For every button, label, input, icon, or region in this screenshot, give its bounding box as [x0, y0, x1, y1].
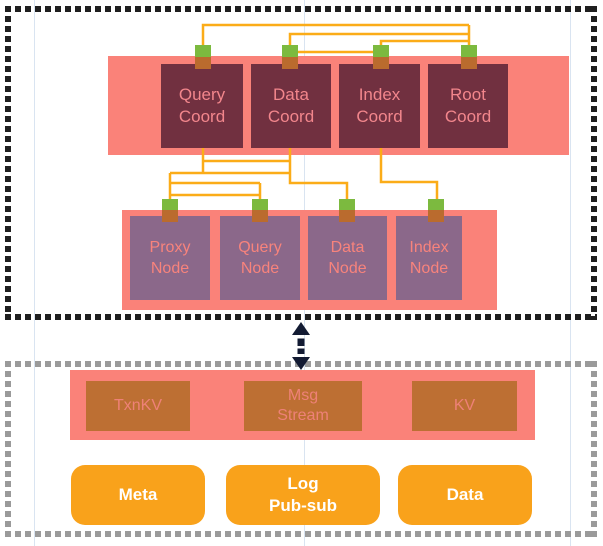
storage-service-label: KV	[453, 397, 476, 414]
coord-box-label: Query	[178, 85, 226, 104]
port-connector-index-coord	[373, 45, 389, 69]
port-connector-root-coord	[461, 45, 477, 69]
worker-box-label: Node	[150, 260, 190, 277]
storage-service-label: Msg	[287, 387, 319, 404]
coord-box-data: Data Coord	[251, 64, 331, 148]
backend-box-data: Data	[398, 465, 532, 525]
coord-box-query: Query Coord	[161, 64, 243, 148]
port-connector-query-coord	[195, 45, 211, 69]
backend-box-label: Pub-sub	[269, 496, 337, 515]
guide-line-left	[34, 0, 35, 546]
coord-box-label: Index	[358, 85, 401, 104]
port-connector-data-node	[339, 199, 355, 222]
storage-service-label: TxnKV	[113, 397, 162, 414]
backend-box-log-pubsub: Log Pub-sub	[226, 465, 380, 525]
coord-box-index: Index Coord	[339, 64, 420, 148]
backend-box-label: Log	[287, 474, 319, 493]
storage-service-kv: KV	[412, 381, 517, 431]
coord-box-root: Root Coord	[428, 64, 508, 148]
worker-box-proxy: Proxy Node	[130, 216, 210, 300]
worker-box-data: Data Node	[308, 216, 387, 300]
backend-box-label: Data	[446, 485, 484, 504]
port-connector-query-node	[252, 199, 268, 222]
coord-box-label: Root	[450, 85, 486, 104]
worker-box-query: Query Node	[220, 216, 300, 300]
worker-box-label: Query	[238, 239, 282, 256]
compute-section-border	[5, 6, 597, 320]
worker-box-label: Node	[240, 260, 280, 277]
port-connector-data-coord	[282, 45, 298, 69]
coord-box-label: Coord	[267, 107, 315, 126]
storage-service-txnkv: TxnKV	[86, 381, 190, 431]
port-connector-proxy-node	[162, 199, 178, 222]
worker-box-label: Node	[409, 260, 449, 277]
coord-box-label: Coord	[356, 107, 403, 126]
worker-box-index: Index Node	[396, 216, 462, 300]
coord-box-label: Coord	[178, 107, 226, 126]
storage-service-label: Stream	[277, 407, 329, 424]
coord-box-label: Coord	[444, 107, 492, 126]
backend-box-meta: Meta	[71, 465, 205, 525]
port-connector-index-node	[428, 199, 444, 222]
worker-box-label: Node	[328, 260, 367, 277]
storage-service-msg-stream: Msg Stream	[244, 381, 362, 431]
worker-box-label: Data	[330, 239, 365, 256]
worker-box-label: Index	[409, 239, 449, 256]
coord-box-label: Data	[273, 85, 309, 104]
backend-box-label: Meta	[118, 485, 158, 504]
compute-storage-arrow-icon	[292, 322, 310, 370]
guide-line-right	[570, 0, 571, 546]
worker-box-label: Proxy	[149, 239, 191, 256]
